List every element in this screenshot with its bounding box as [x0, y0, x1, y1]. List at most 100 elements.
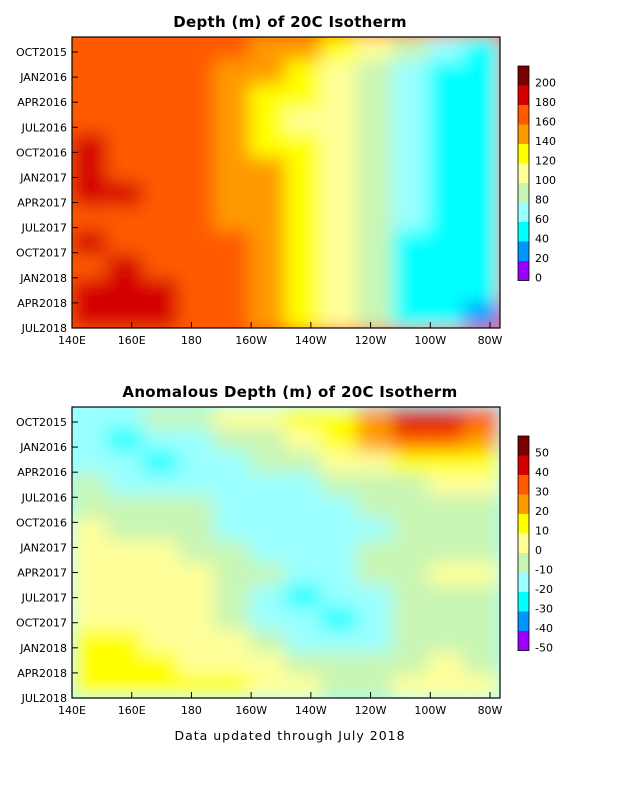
heatmap-cell-depth: [427, 108, 466, 135]
heatmap-cell-depth: [72, 254, 109, 281]
colorbar-label-anomaly: -30: [535, 603, 553, 616]
x-tick-label-anomaly: 160E: [118, 704, 146, 717]
colorbar-label-anomaly: -40: [535, 622, 553, 635]
heatmap-cell-depth: [213, 133, 252, 160]
colorbar-swatch-depth: [518, 124, 529, 144]
y-tick-label-depth: APR2018: [17, 297, 67, 310]
x-tick-label-anomaly: 140E: [58, 704, 86, 717]
heatmap-cell-depth: [463, 205, 500, 232]
heatmap-cell-anomaly: [356, 450, 394, 476]
heatmap-cell-anomaly: [285, 495, 323, 520]
x-tick-label-anomaly: 180: [181, 704, 202, 717]
heatmap-cell-anomaly: [463, 517, 500, 543]
heatmap-cell-depth: [213, 84, 252, 111]
heatmap-cell-depth: [249, 181, 287, 208]
heatmap-cell-anomaly: [320, 674, 359, 698]
heatmap-cell-depth: [72, 157, 109, 184]
heatmap-cell-anomaly: [356, 473, 394, 498]
heatmap-cell-anomaly: [427, 652, 466, 677]
heatmap-cell-anomaly: [356, 585, 394, 610]
heatmap-cell-anomaly: [106, 674, 145, 698]
colorbar-swatch-anomaly: [518, 553, 529, 573]
y-tick-label-anomaly: JUL2016: [21, 491, 67, 504]
heatmap-cell-anomaly: [427, 473, 466, 498]
colorbar-label-depth: 200: [535, 77, 556, 90]
heatmap-cell-anomaly: [356, 629, 394, 655]
heatmap-cell-depth: [249, 37, 287, 63]
heatmap-cell-anomaly: [392, 562, 430, 588]
heatmap-cell-anomaly: [356, 517, 394, 543]
heatmap-cell-depth: [106, 302, 145, 328]
heatmap-cell-depth: [285, 278, 323, 305]
y-tick-label-depth: OCT2016: [16, 146, 67, 159]
heatmap-cell-anomaly: [249, 407, 287, 431]
x-tick-label-depth: 160E: [118, 334, 146, 347]
heatmap-cell-depth: [356, 302, 394, 328]
y-tick-label-depth: OCT2015: [16, 46, 67, 59]
heatmap-cell-anomaly: [106, 607, 145, 632]
heatmap-cell-anomaly: [106, 407, 145, 431]
heatmap-cell-depth: [213, 37, 252, 63]
heatmap-cell-anomaly: [392, 540, 430, 565]
colorbar-swatch-anomaly: [518, 514, 529, 534]
heatmap-cell-depth: [106, 230, 145, 257]
heatmap-cell-anomaly: [320, 629, 359, 655]
heatmap-cell-depth: [72, 37, 109, 63]
y-tick-label-depth: JUL2016: [21, 121, 67, 134]
heatmap-cell-depth: [320, 60, 359, 87]
heatmap-cell-depth: [320, 84, 359, 111]
heatmap-cell-depth: [320, 254, 359, 281]
heatmap-cell-anomaly: [463, 629, 500, 655]
colorbar-label-depth: 100: [535, 174, 556, 187]
heatmap-cell-anomaly: [178, 428, 216, 453]
heatmap-cell-anomaly: [285, 540, 323, 565]
heatmap-cell-depth: [285, 84, 323, 111]
heatmap-cell-anomaly: [249, 674, 287, 698]
heatmap-cell-depth: [72, 230, 109, 257]
heatmap-cell-anomaly: [427, 428, 466, 453]
heatmap-cell-anomaly: [320, 517, 359, 543]
colorbar-swatch-anomaly: [518, 631, 529, 651]
heatmap-cell-depth: [356, 278, 394, 305]
colorbar-label-anomaly: -50: [535, 642, 553, 655]
heatmap-cell-anomaly: [320, 495, 359, 520]
y-tick-label-anomaly: JUL2018: [21, 692, 67, 705]
heatmap-cell-anomaly: [427, 607, 466, 632]
heatmap-cell-anomaly: [142, 428, 180, 453]
y-tick-label-anomaly: OCT2016: [16, 516, 67, 529]
heatmap-cell-depth: [106, 205, 145, 232]
heatmap-cell-depth: [249, 84, 287, 111]
heatmap-cell-anomaly: [427, 674, 466, 698]
colorbar-label-depth: 120: [535, 155, 556, 168]
heatmap-cell-depth: [213, 181, 252, 208]
heatmap-cell-anomaly: [142, 674, 180, 698]
heatmap-cell-anomaly: [356, 562, 394, 588]
heatmap-cell-depth: [142, 278, 180, 305]
heatmap-cell-anomaly: [392, 629, 430, 655]
heatmap-cell-anomaly: [142, 517, 180, 543]
heatmap-cell-anomaly: [427, 517, 466, 543]
heatmap-cell-anomaly: [356, 407, 394, 431]
heatmap-cell-depth: [356, 205, 394, 232]
colorbar-swatch-anomaly: [518, 494, 529, 514]
heatmap-cell-anomaly: [285, 607, 323, 632]
heatmap-cell-anomaly: [320, 607, 359, 632]
heatmap-cell-depth: [142, 181, 180, 208]
heatmap-cell-depth: [178, 254, 216, 281]
colorbar-label-depth: 160: [535, 116, 556, 129]
heatmap-cell-depth: [392, 157, 430, 184]
heatmap-cell-anomaly: [356, 540, 394, 565]
heatmap-cell-anomaly: [72, 428, 109, 453]
heatmap-cell-depth: [356, 230, 394, 257]
heatmap-cell-depth: [356, 60, 394, 87]
heatmap-cell-depth: [249, 205, 287, 232]
colorbar-swatch-anomaly: [518, 533, 529, 553]
heatmap-cell-anomaly: [249, 585, 287, 610]
heatmap-cell-depth: [178, 205, 216, 232]
plot-frame-depth: [71, 36, 501, 329]
heatmap-cell-anomaly: [320, 540, 359, 565]
heatmap-cell-depth: [106, 37, 145, 63]
heatmap-cell-depth: [249, 302, 287, 328]
heatmap-cell-depth: [178, 230, 216, 257]
heatmap-cell-anomaly: [285, 428, 323, 453]
